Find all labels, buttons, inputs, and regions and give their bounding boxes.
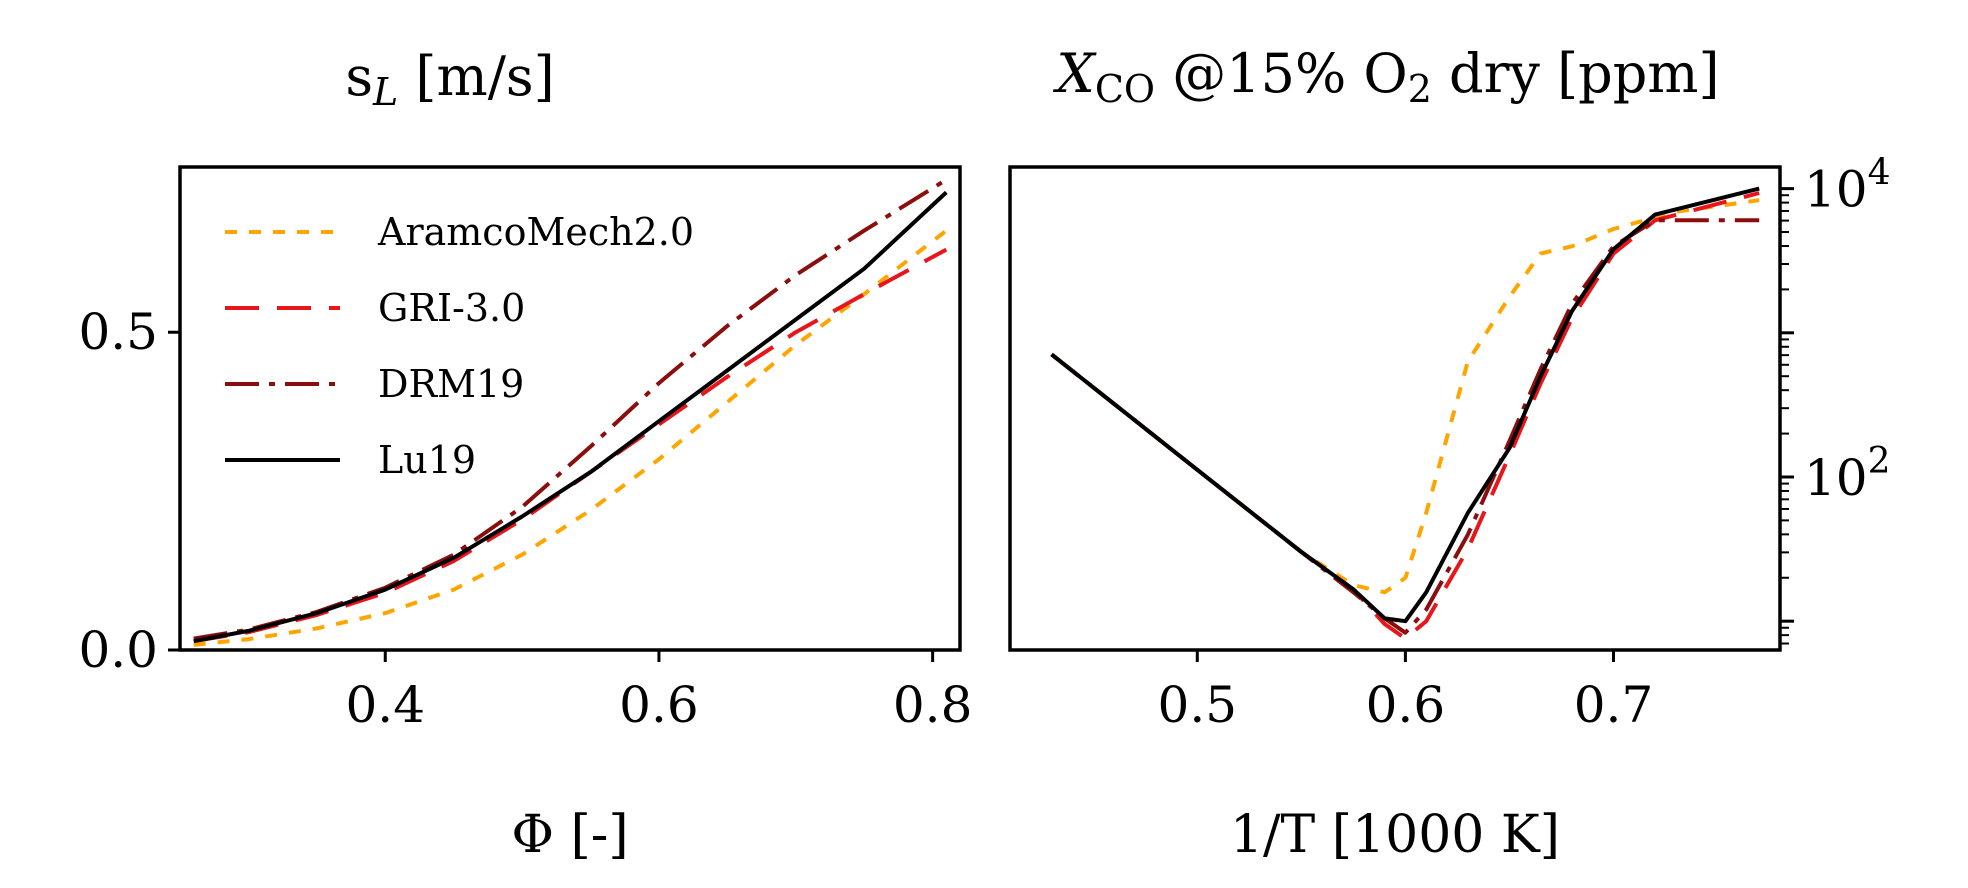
right-axes-frame — [1008, 165, 1782, 652]
left-series-aramcomech2-0 — [193, 229, 948, 647]
right-series-aramcomech2-0 — [1050, 198, 1760, 595]
right-plot-area — [1050, 186, 1760, 641]
legend-label-drm19: DRM19 — [378, 362, 524, 406]
right-series-lu19 — [1050, 186, 1760, 624]
right-series-drm19 — [1050, 218, 1760, 635]
legend-label-aramcomech2-0: AramcoMech2.0 — [377, 210, 694, 254]
co-emissions-panel: XCO @15% O2 dry [ppm] 0.5 0.6 0.7 104 102 1… — [1008, 42, 1891, 865]
right-y-tick-label: 104 — [1804, 153, 1891, 219]
right-x-tick-label: 0.6 — [1366, 676, 1446, 734]
right-x-axis-label: 1/T [1000 K] — [1230, 805, 1560, 865]
right-y-tick-label: 102 — [1804, 441, 1891, 507]
left-x-tick-label: 0.8 — [893, 676, 973, 734]
right-x-tick-label: 0.5 — [1158, 676, 1238, 734]
right-y-ticks: 104 102 — [1780, 153, 1891, 645]
left-x-tick-label: 0.4 — [345, 676, 425, 734]
legend: AramcoMech2.0 GRI-3.0 DRM19 Lu19 — [225, 210, 694, 482]
left-panel-title: sL [m/s] — [345, 45, 554, 114]
left-series-drm19 — [193, 178, 948, 641]
right-x-tick-label: 0.7 — [1574, 676, 1654, 734]
left-x-ticks: 0.4 0.6 0.8 — [345, 650, 972, 734]
left-y-ticks: 0.0 0.5 — [78, 303, 180, 679]
left-x-tick-label: 0.6 — [619, 676, 699, 734]
left-axes-frame — [178, 165, 962, 652]
legend-label-lu19: Lu19 — [378, 438, 476, 482]
legend-label-gri-3-0: GRI-3.0 — [378, 286, 525, 330]
left-x-axis-label: Φ [-] — [511, 805, 628, 865]
right-panel-title: XCO @15% O2 dry [ppm] — [1052, 42, 1719, 111]
right-x-ticks: 0.5 0.6 0.7 — [1158, 650, 1654, 734]
left-y-tick-label: 0.5 — [78, 303, 158, 361]
flame-speed-panel: sL [m/s] 0.4 0.6 0.8 0.0 0.5 Φ [-] AramcoMe… — [78, 45, 972, 865]
left-plot-area — [193, 178, 948, 647]
left-y-tick-label: 0.0 — [78, 621, 158, 679]
left-series-lu19 — [193, 190, 948, 644]
